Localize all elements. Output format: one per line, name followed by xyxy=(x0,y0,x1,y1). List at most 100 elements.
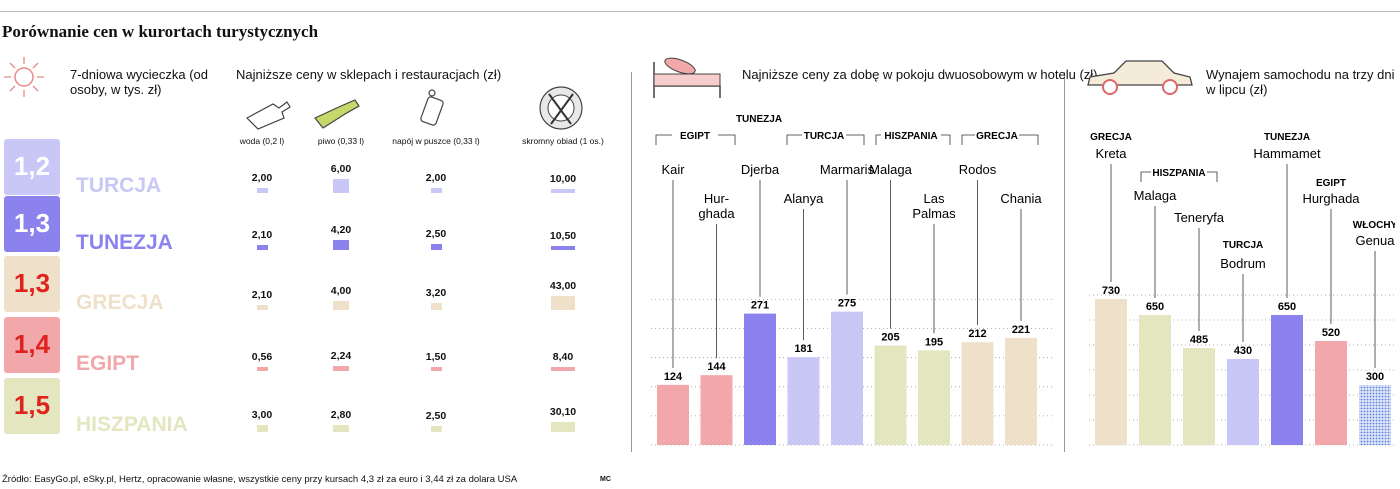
price-value: 4,00 xyxy=(330,285,352,297)
group-bracket xyxy=(875,134,951,145)
bar xyxy=(787,357,820,445)
city-label: Rodos xyxy=(959,162,997,177)
bar xyxy=(1139,315,1171,445)
bar xyxy=(1005,337,1037,445)
group-label: TURCJA xyxy=(1223,240,1264,251)
city-label: Djerba xyxy=(741,162,780,177)
city-label: Kreta xyxy=(1095,146,1127,161)
bar-value: 195 xyxy=(925,336,943,348)
group-label: TUNEZJA xyxy=(1264,132,1310,143)
trip-label: 7-dniowa wycieczka (od osoby, w tys. zł) xyxy=(70,67,209,97)
price-value: 2,50 xyxy=(425,228,447,240)
section-divider xyxy=(1064,72,1065,452)
price-value: 3,20 xyxy=(425,287,447,299)
bar xyxy=(831,311,863,445)
plate-icon xyxy=(537,84,585,137)
group-label: EGIPT xyxy=(1316,178,1346,189)
group-label: TUNEZJA xyxy=(736,114,782,125)
bar xyxy=(657,384,689,445)
group-bracket xyxy=(655,134,736,145)
city-label: Chania xyxy=(1000,191,1042,206)
price-value: 43,00 xyxy=(549,280,577,292)
city-label: Marmaris xyxy=(820,162,875,177)
price-bar xyxy=(551,189,575,193)
trip-cost-box xyxy=(4,256,60,312)
trip-cost-value: 1,2 xyxy=(13,151,51,181)
column-header: skromny obiad (1 os.) xyxy=(522,136,604,146)
bar xyxy=(1359,385,1391,445)
price-bar xyxy=(256,425,268,432)
city-label: Las xyxy=(924,191,945,206)
sun-icon xyxy=(2,55,46,104)
column-header: piwo (0,33 l) xyxy=(317,136,365,146)
trip-cost-value: 1,3 xyxy=(13,268,51,298)
price-value: 0,56 xyxy=(251,351,273,363)
trip-cost-box xyxy=(4,196,60,252)
trip-cost-box xyxy=(4,378,60,434)
bar-value: 271 xyxy=(751,300,769,312)
price-bar xyxy=(430,188,442,193)
group-label: TURCJA xyxy=(804,131,845,142)
trip-cost-value: 1,5 xyxy=(13,390,51,420)
price-bar xyxy=(430,303,442,310)
bar xyxy=(874,345,907,445)
city-label: Alanya xyxy=(784,191,825,206)
city-label: Genua xyxy=(1355,233,1395,248)
bar xyxy=(744,313,776,445)
price-value: 3,00 xyxy=(251,409,273,421)
country-label: HISZPANIA xyxy=(76,413,188,436)
price-value: 6,00 xyxy=(330,163,352,175)
price-bar xyxy=(333,179,349,193)
price-value: 4,20 xyxy=(330,224,352,236)
price-bar xyxy=(551,422,575,432)
can-icon xyxy=(418,88,450,133)
price-value: 2,80 xyxy=(330,409,352,421)
group-bracket xyxy=(786,134,865,145)
city-label: Hur- xyxy=(704,191,729,206)
price-bar xyxy=(333,366,349,371)
bar xyxy=(1227,359,1259,445)
car-chart: 730 Kreta 650 Malaga 485 Teneryfa 430 Bodrum 650… xyxy=(1089,132,1395,446)
car-icon xyxy=(1084,55,1196,104)
bar-value: 275 xyxy=(838,298,856,310)
price-bar xyxy=(256,188,268,193)
page-title: Porównanie cen w kurortach turystycznych xyxy=(2,22,319,41)
bar xyxy=(700,375,733,445)
bar-value: 650 xyxy=(1278,301,1296,313)
prices-label: Najniższe ceny w sklepach i restauracjac… xyxy=(236,67,502,82)
bar-value: 520 xyxy=(1322,327,1340,339)
price-bar xyxy=(430,367,442,371)
bar-value: 300 xyxy=(1366,371,1384,383)
group-label: GRECJA xyxy=(1090,132,1132,143)
hotel-header: Najniższe ceny za dobę w pokoju dwuosobo… xyxy=(742,67,1098,82)
price-value: 2,10 xyxy=(251,229,273,241)
group-label: GRECJA xyxy=(976,131,1018,142)
bar xyxy=(918,350,950,445)
bar-value: 124 xyxy=(664,371,683,383)
city-label: Bodrum xyxy=(1220,256,1266,271)
bar-value: 730 xyxy=(1102,285,1120,297)
price-value: 1,50 xyxy=(425,351,447,363)
city-label: ghada xyxy=(698,206,735,221)
country-label: EGIPT xyxy=(76,352,140,375)
bed-icon xyxy=(650,52,726,105)
price-value: 2,10 xyxy=(251,289,273,301)
top-rule xyxy=(0,11,1400,12)
water-bottle-icon xyxy=(243,96,293,135)
city-label: Hurghada xyxy=(1302,191,1360,206)
price-value: 2,00 xyxy=(251,172,273,184)
country-label: GRECJA xyxy=(76,291,164,314)
column-header: woda (0,2 l) xyxy=(239,136,285,146)
price-bar xyxy=(256,245,268,250)
bar-value: 430 xyxy=(1234,345,1252,357)
city-label: Malaga xyxy=(1134,188,1177,203)
trip-cost-box xyxy=(4,139,60,195)
price-bar xyxy=(333,240,349,250)
price-bar xyxy=(551,246,575,250)
trip-cost-value: 1,3 xyxy=(13,208,51,238)
price-value: 10,50 xyxy=(549,230,577,242)
country-label: TURCJA xyxy=(76,174,162,197)
source-note: Źródło: EasyGo.pl, eSky.pl, Hertz, oprac… xyxy=(2,474,518,485)
group-label: EGIPT xyxy=(680,131,710,142)
trip-cost-box xyxy=(4,317,60,373)
